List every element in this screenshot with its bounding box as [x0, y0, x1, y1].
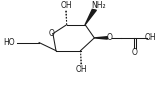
Text: O: O — [132, 48, 138, 57]
Text: NH₂: NH₂ — [92, 1, 106, 10]
Text: OH: OH — [60, 1, 72, 10]
Polygon shape — [94, 37, 107, 39]
Text: HO: HO — [3, 38, 15, 47]
Text: O: O — [107, 33, 112, 42]
Polygon shape — [85, 9, 96, 25]
Text: O: O — [48, 29, 54, 38]
Text: OH: OH — [145, 33, 156, 42]
Text: OH: OH — [76, 65, 87, 74]
